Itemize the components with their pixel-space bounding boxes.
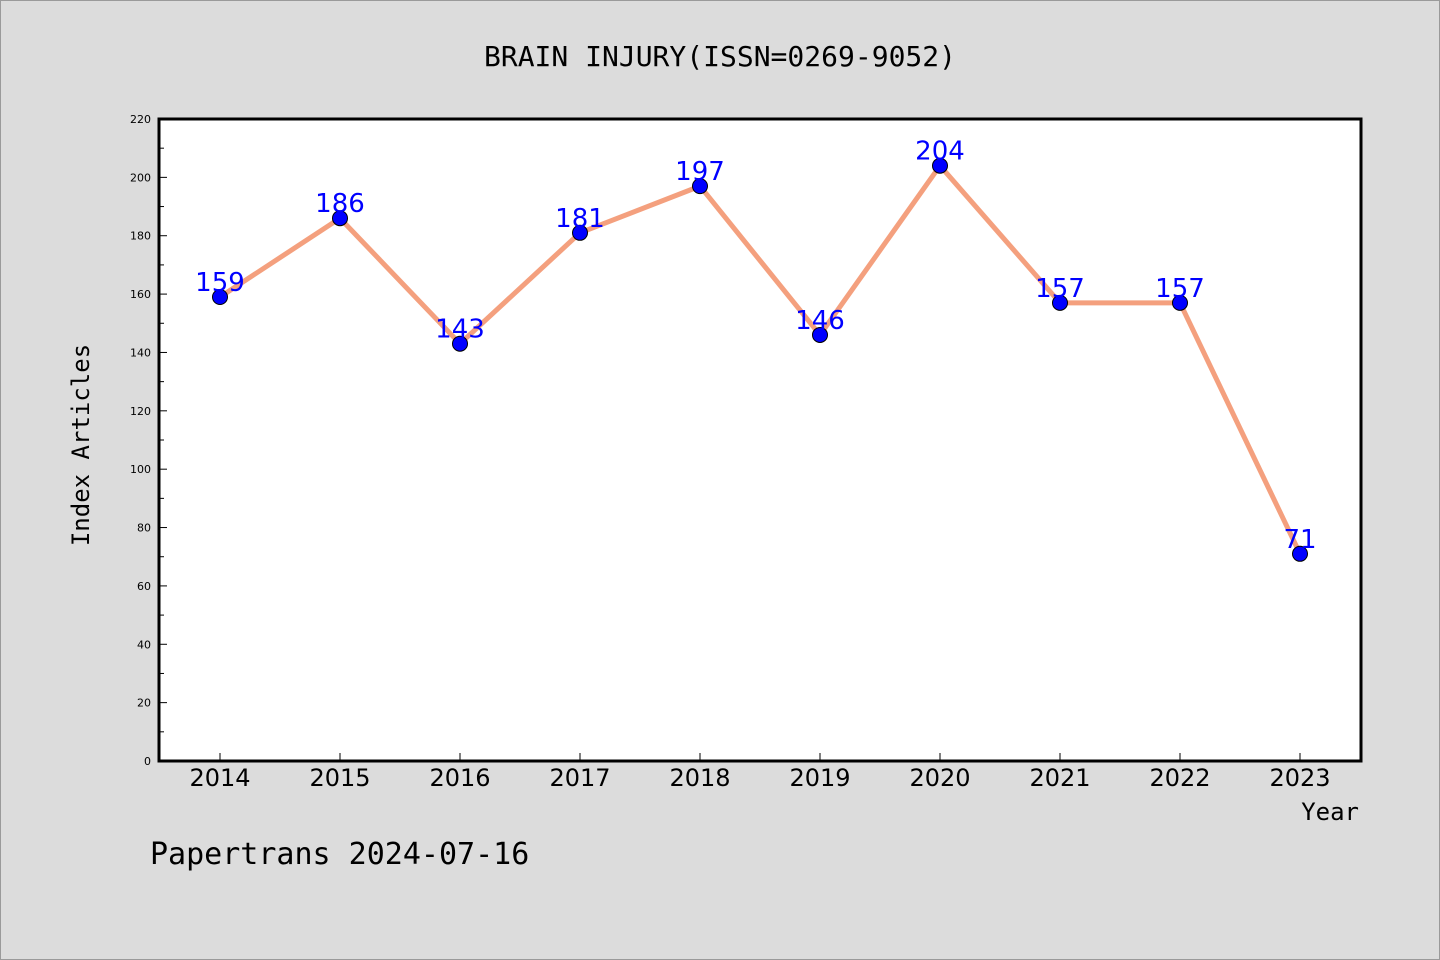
data-label-2015: 186: [315, 189, 365, 219]
y-tick-label-160: 160: [130, 288, 151, 301]
data-point-2018: [692, 178, 708, 195]
x-tick-label-2021: 2021: [1029, 764, 1090, 792]
data-label-2020: 204: [915, 137, 965, 167]
data-point-2022: [1172, 294, 1188, 311]
y-tick-label-20: 20: [137, 697, 151, 710]
y-tick-label-220: 220: [130, 113, 151, 126]
data-label-2018: 197: [675, 157, 725, 187]
y-tick-label-120: 120: [130, 405, 151, 418]
data-point-2020: [932, 157, 948, 174]
y-tick-label-40: 40: [137, 638, 151, 651]
x-tick-label-2016: 2016: [429, 764, 490, 792]
data-point-2023: [1292, 545, 1308, 562]
x-axis: 2014 2015 2016 2017 2018 2019 2020 2021 2022 2023: [189, 753, 1331, 792]
chart-title: BRAIN INJURY(ISSN=0269-9052): [484, 40, 956, 73]
x-tick-label-2017: 2017: [549, 764, 610, 792]
y-axis: 0 20 40 60 80 100 120 140 160 180 200 220: [130, 113, 167, 768]
data-label-2023: 71: [1283, 525, 1316, 555]
x-tick-label-2018: 2018: [669, 764, 730, 792]
series-markers: [212, 157, 1308, 562]
data-label-2022: 157: [1155, 274, 1205, 304]
plot-area: [157, 117, 1363, 763]
series-line-path: [217, 163, 1303, 557]
y-tick-label-140: 140: [130, 346, 151, 359]
y-tick-label-60: 60: [137, 580, 151, 593]
y-axis-label: Index Articles: [67, 344, 95, 546]
data-label-2014: 159: [195, 268, 245, 298]
data-label-2021: 157: [1035, 274, 1085, 304]
x-tick-label-2022: 2022: [1149, 764, 1210, 792]
data-point-2014: [212, 289, 228, 306]
y-tick-label-0: 0: [144, 755, 151, 768]
data-labels: 159 186 143 181 197 146 204 157 157 71: [195, 137, 1316, 555]
x-tick-label-2019: 2019: [789, 764, 850, 792]
data-point-2015: [332, 210, 348, 227]
x-tick-label-2015: 2015: [309, 764, 370, 792]
data-point-2021: [1052, 294, 1068, 311]
data-point-2017: [572, 224, 588, 241]
x-tick-label-2023: 2023: [1269, 764, 1330, 792]
x-tick-label-2020: 2020: [909, 764, 970, 792]
y-tick-label-180: 180: [130, 230, 151, 243]
data-label-2016: 143: [435, 315, 485, 345]
data-point-2016: [452, 335, 468, 352]
x-tick-label-2014: 2014: [189, 764, 250, 792]
y-tick-label-80: 80: [137, 522, 151, 535]
data-label-2019: 146: [795, 306, 845, 336]
x-axis-label: Year: [1301, 798, 1359, 826]
data-label-2017: 181: [555, 204, 605, 234]
data-point-2019: [812, 326, 828, 343]
y-tick-label-100: 100: [130, 463, 151, 476]
watermark: Papertrans 2024-07-16: [150, 837, 529, 872]
y-tick-label-200: 200: [130, 171, 151, 184]
series-line: [217, 163, 1303, 557]
